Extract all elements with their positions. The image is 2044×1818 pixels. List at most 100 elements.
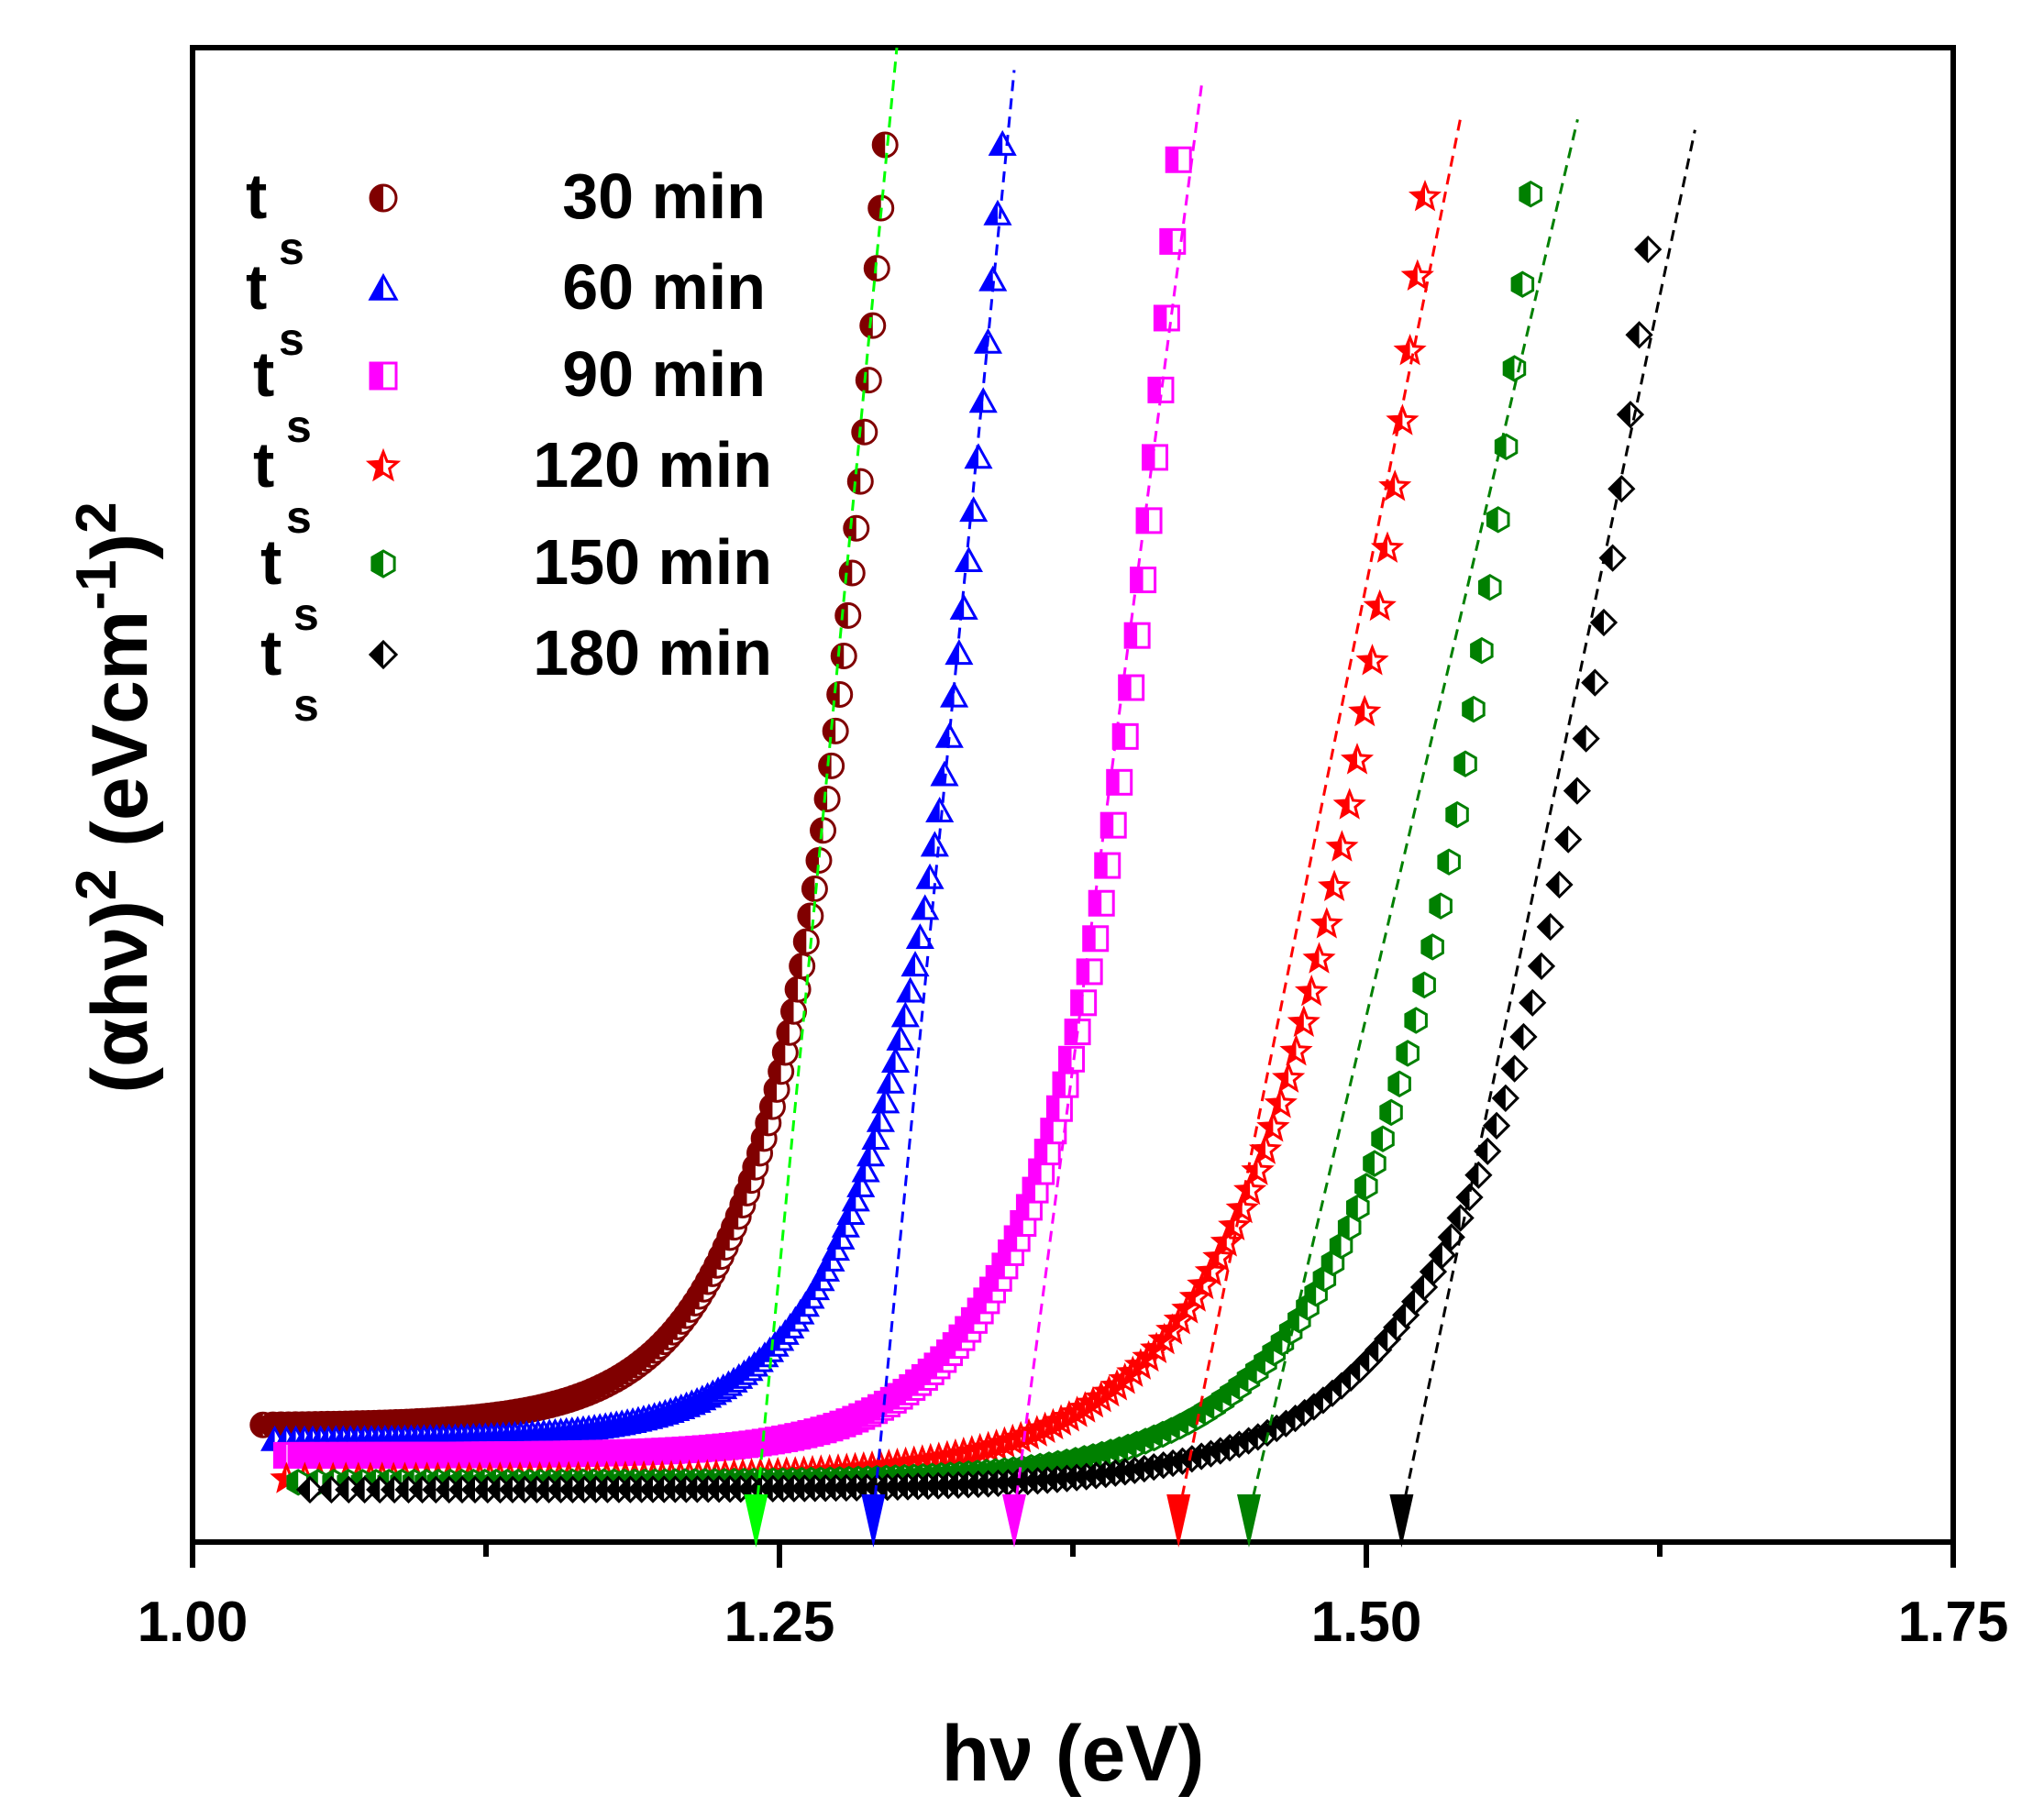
data-point: [1445, 800, 1469, 829]
data-point: [834, 601, 862, 629]
data-point: [1337, 1214, 1362, 1241]
data-point: [1502, 355, 1527, 382]
data-point: [1325, 830, 1359, 862]
data-point: [822, 717, 849, 744]
data-point: [369, 361, 398, 391]
data-point: [1142, 444, 1168, 471]
data-point: [1153, 304, 1180, 332]
data-point: [1387, 1070, 1411, 1098]
data-point: [771, 1039, 799, 1066]
data-point: [1082, 925, 1110, 953]
data-point: [988, 129, 1017, 156]
data-point: [1437, 848, 1461, 876]
data-point: [1130, 567, 1157, 594]
legend-item: ts 150 min: [260, 526, 772, 640]
data-point: [1500, 1054, 1529, 1083]
data-point: [1482, 1111, 1511, 1140]
data-point: [1598, 544, 1627, 572]
data-point: [1396, 1040, 1420, 1067]
y-label-main: (αhν): [76, 900, 164, 1094]
legend-t-sub: s: [279, 314, 304, 365]
data-point: [1634, 235, 1663, 264]
y-label-unit-sup: -1: [65, 559, 128, 610]
data-point: [959, 496, 989, 523]
data-point: [900, 951, 930, 977]
legend-t-sub: s: [293, 589, 319, 640]
bandgap-arrow: [1166, 1494, 1191, 1548]
plot-frame: [190, 45, 1956, 1545]
data-point: [846, 1171, 876, 1197]
data-point: [1527, 952, 1556, 981]
data-point: [1135, 507, 1163, 534]
data-point: [1202, 1240, 1236, 1273]
data-point: [856, 1140, 886, 1167]
data-point: [1248, 1132, 1283, 1164]
data-point: [1429, 892, 1453, 920]
x-tick-label: 1.00: [138, 1591, 249, 1654]
legend-t-sub: s: [286, 491, 312, 543]
data-point: [851, 418, 878, 446]
series-60-min: [260, 129, 1017, 1451]
data-point: [1106, 768, 1133, 796]
data-point: [1572, 724, 1600, 753]
y-label-sup1: 2: [65, 869, 128, 900]
data-point: [1519, 988, 1547, 1017]
fit-line: [871, 70, 1016, 1515]
bandgap-arrow: [1389, 1494, 1414, 1548]
legend-label: 120 min: [533, 429, 772, 501]
data-point: [838, 559, 866, 587]
data-point: [940, 681, 969, 708]
data-point: [370, 549, 396, 578]
data-point: [843, 514, 870, 542]
data-point: [1608, 475, 1636, 503]
data-point: [1446, 1204, 1475, 1232]
data-point: [1428, 1240, 1456, 1270]
x-axis-label: hν (eV): [942, 1710, 1205, 1798]
svg-text:(αhν)2 (eVcm-1)2: (αhν)2 (eVcm-1)2: [65, 501, 164, 1093]
data-point: [1486, 506, 1510, 534]
legend-item: ts 120 min: [253, 429, 772, 543]
data-point: [1625, 321, 1653, 349]
data-point: [1378, 469, 1412, 501]
legend-t: t: [246, 160, 267, 232]
data-point: [1400, 259, 1434, 292]
data-point: [1058, 1045, 1086, 1073]
legend-label: 30 min: [562, 160, 766, 232]
data-point: [1453, 750, 1477, 777]
legend-label: 60 min: [562, 251, 766, 323]
data-point: [1279, 1033, 1313, 1066]
data-point: [1371, 1125, 1395, 1152]
data-point: [1355, 644, 1389, 676]
data-point: [964, 443, 993, 469]
data-point: [1363, 1150, 1387, 1177]
data-point: [881, 1046, 911, 1073]
data-point: [1225, 1191, 1259, 1224]
data-point: [1589, 608, 1619, 637]
data-point: [1404, 1007, 1428, 1034]
data-point: [1491, 1084, 1519, 1112]
data-point: [366, 1475, 394, 1504]
data-point: [1052, 1071, 1079, 1098]
data-point: [871, 1087, 900, 1114]
legend-t: t: [260, 526, 282, 598]
data-point: [1437, 1223, 1465, 1251]
data-point: [1294, 975, 1329, 1007]
fit-line: [1247, 118, 1579, 1515]
legend-label: 180 min: [533, 617, 772, 689]
data-point: [1412, 971, 1436, 999]
data-point: [797, 902, 824, 930]
legend-item: ts 60 min: [246, 251, 766, 365]
data-point: [983, 199, 1012, 226]
data-point: [1581, 668, 1609, 697]
data-point: [911, 894, 940, 920]
data-point: [871, 131, 899, 159]
data-point: [861, 1124, 890, 1151]
x-tick-label: 1.75: [1898, 1591, 2009, 1654]
data-point: [1317, 869, 1352, 902]
series-30-min: [249, 131, 899, 1438]
data-point: [866, 1106, 895, 1132]
x-tick-label: 1.50: [1311, 1591, 1422, 1654]
data-point: [1478, 573, 1502, 601]
series-90-min: [272, 146, 1192, 1469]
